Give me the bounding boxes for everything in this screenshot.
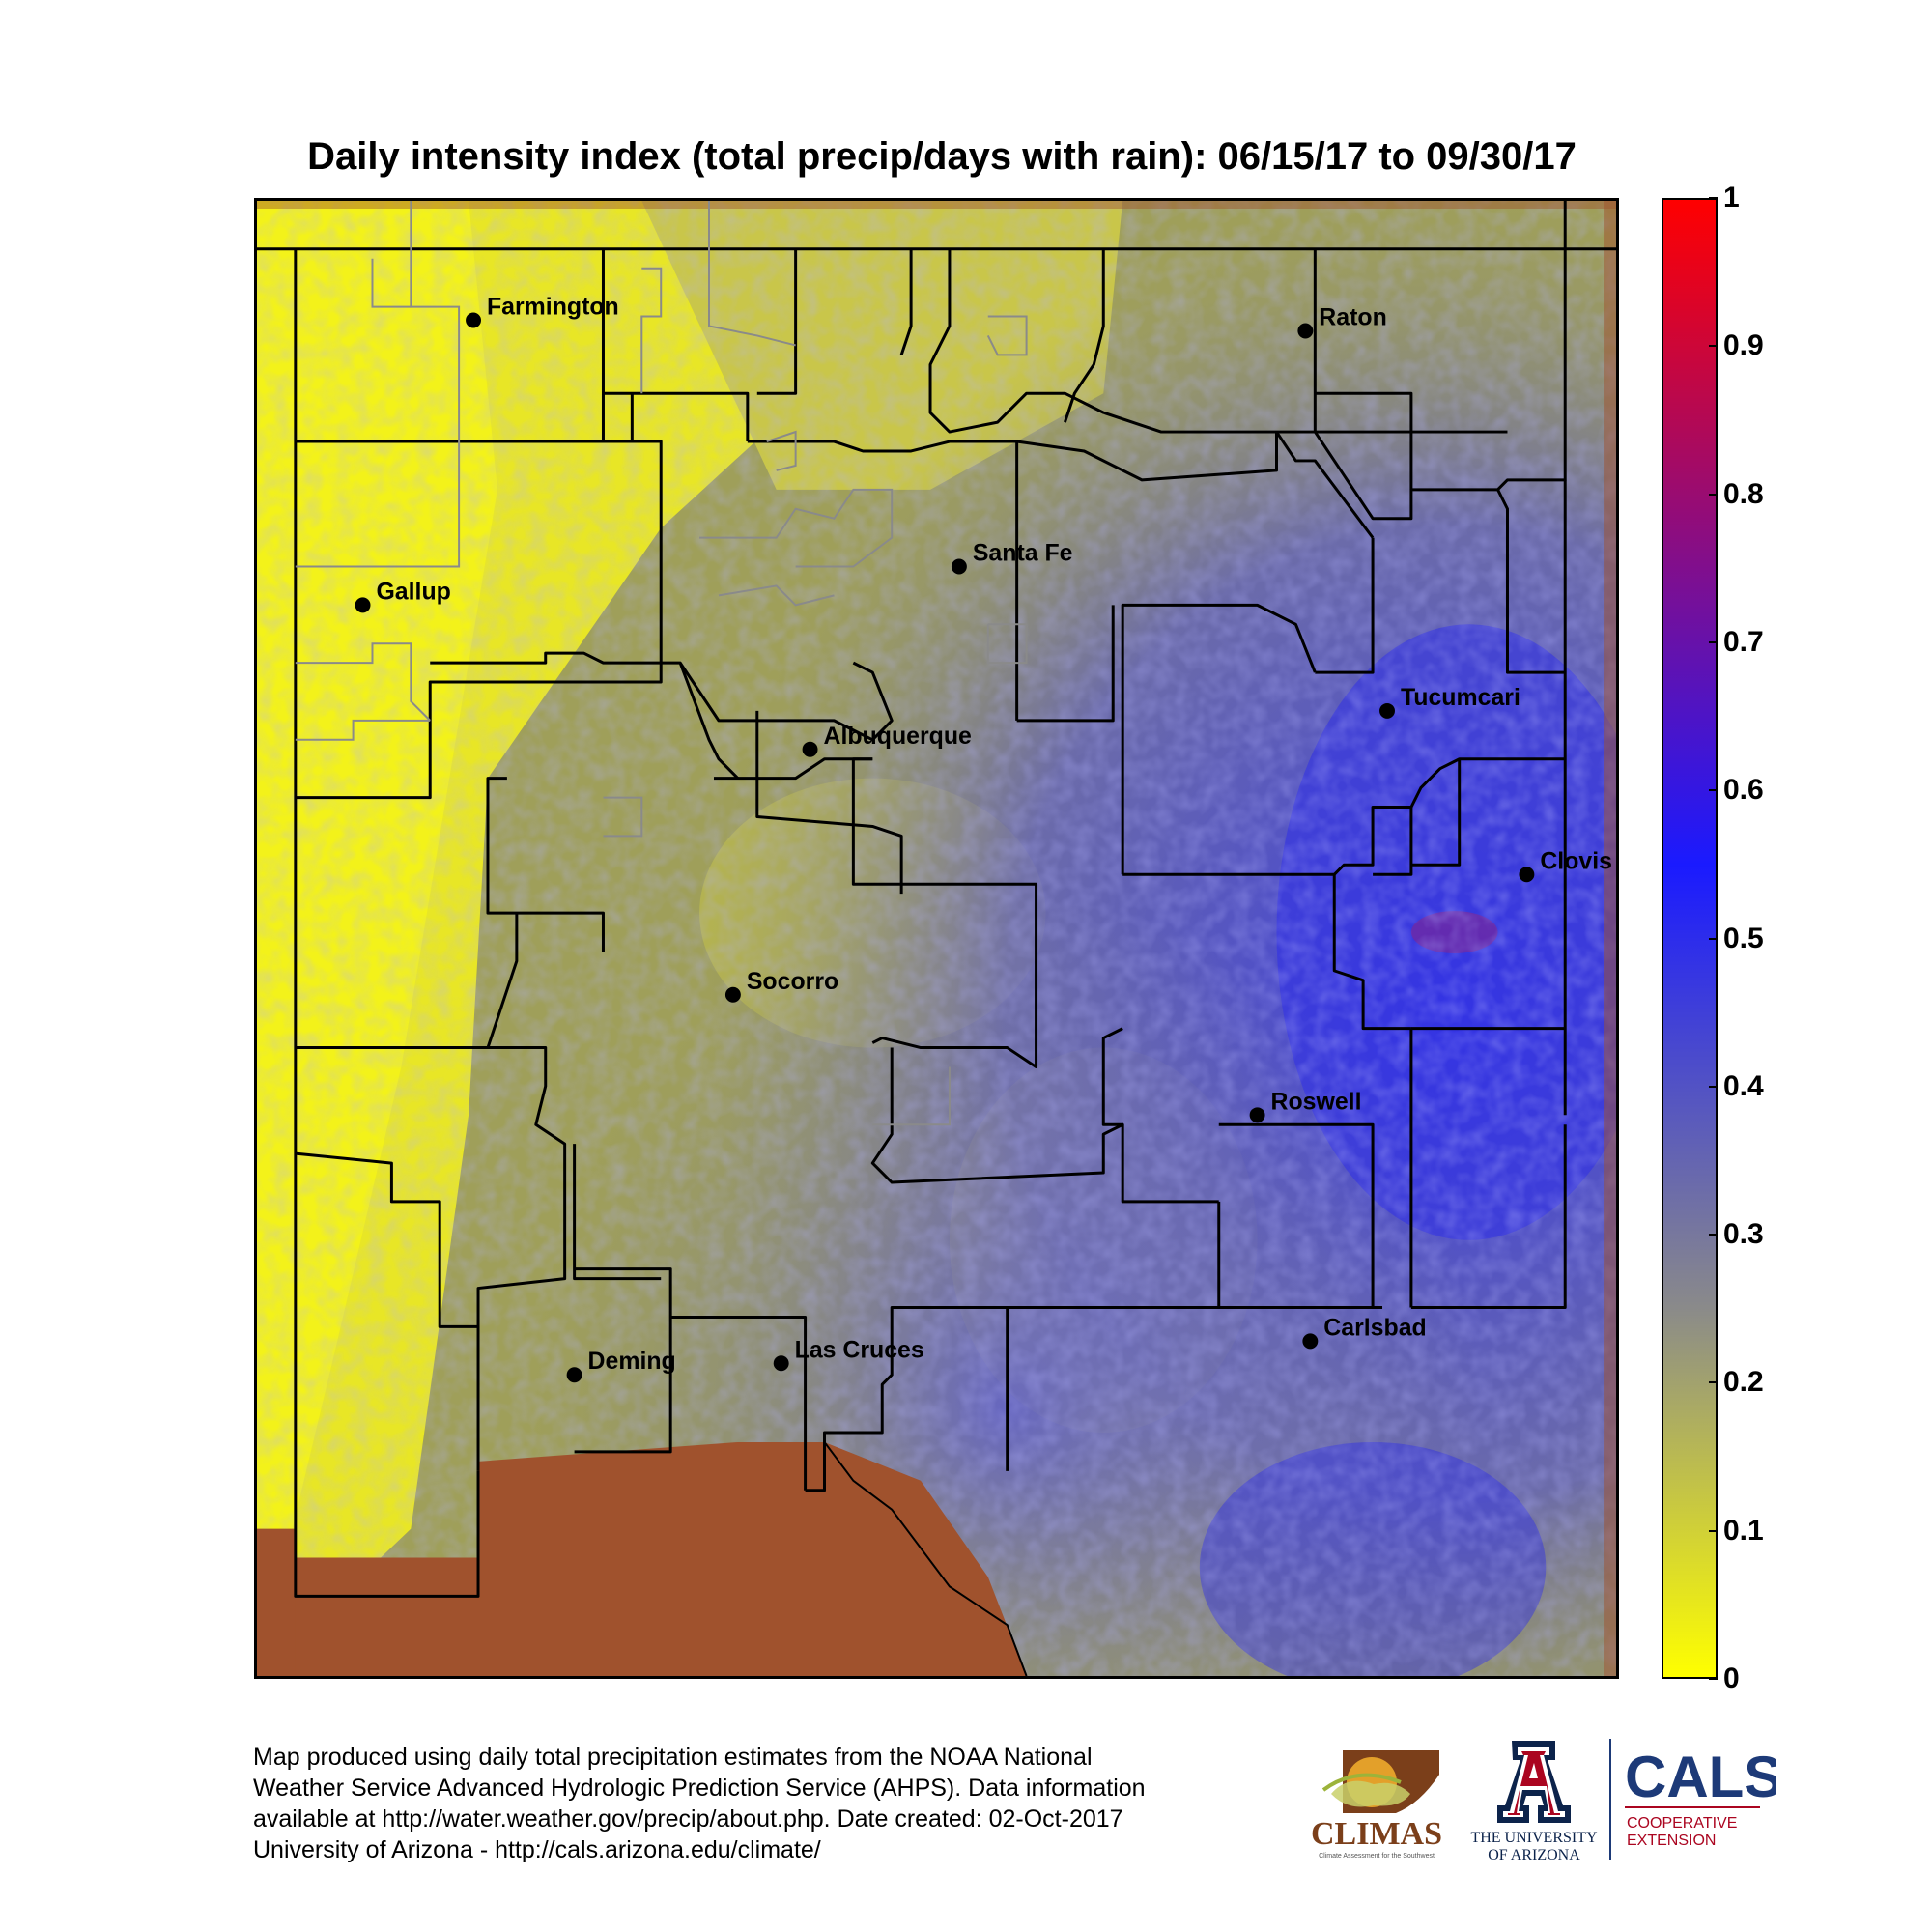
city-dot [724,986,741,1003]
colorbar-tick-label: 0.5 [1723,922,1764,954]
colorbar-tick [1709,345,1718,348]
colorbar-tick [1709,937,1718,940]
footer-line-4: University of Arizona - http://cals.ariz… [253,1836,821,1863]
colorbar-tick [1709,1085,1718,1088]
city-socorro[interactable]: Socorro [724,968,838,1003]
city-roswell[interactable]: Roswell [1249,1088,1362,1123]
state-boundary [823,1441,1028,1676]
map-frame[interactable]: Farmington Raton Santa Fe Gallup Albuquerque… [254,198,1619,1679]
county-boundaries [257,201,1616,1598]
city-label: Farmington [487,294,619,321]
city-label: Clovis [1540,847,1612,874]
city-label: Santa Fe [973,540,1073,567]
city-clovis[interactable]: Clovis [1519,847,1612,883]
city-label: Gallup [376,578,450,605]
city-dot [1302,1333,1319,1350]
city-label: Las Cruces [795,1336,924,1363]
city-dot [1249,1107,1265,1123]
colorbar-tick-label: 0 [1723,1662,1740,1694]
city-albuquerque[interactable]: Albuquerque [802,723,972,757]
city-markers: Farmington Raton Santa Fe Gallup Albuquerque… [355,294,1612,1383]
colorbar-tick [1709,197,1718,199]
cals-logo: CALS COOPERATIVE EXTENSION [1625,1745,1776,1849]
intensity-map[interactable]: Farmington Raton Santa Fe Gallup Albuquerque… [257,201,1616,1676]
city-dot [773,1355,789,1372]
city-las-cruces[interactable]: Las Cruces [773,1336,924,1372]
city-dot [802,741,818,757]
colorbar-tick-label: 1 [1723,182,1740,213]
cals-line-1: COOPERATIVE [1627,1815,1737,1832]
colorbar-tick-label: 0.2 [1723,1366,1764,1399]
colorbar-tick-label: 0.9 [1723,329,1764,362]
colorbar [1662,198,1718,1679]
footer-line-3: available at http://water.weather.gov/pr… [253,1805,1123,1833]
colorbar-tick [1709,789,1718,792]
city-dot [466,312,482,328]
footer-line-2: Weather Service Advanced Hydrologic Pred… [253,1775,1146,1802]
city-tucumcari[interactable]: Tucumcari [1379,684,1520,719]
city-dot [355,597,371,613]
colorbar-tick [1709,1381,1718,1384]
climas-logo: CLIMAS Climate Assessment for the Southw… [1311,1750,1442,1860]
cals-line-2: EXTENSION [1627,1833,1716,1849]
precip-raster [257,201,1616,1676]
city-dot [1379,702,1395,719]
city-dot [1519,867,1535,883]
colorbar-tick-label: 0.7 [1723,625,1764,658]
city-label: Roswell [1271,1088,1362,1115]
colorbar-tick [1709,493,1718,496]
city-label: Raton [1319,303,1386,330]
colorbar-tick-label: 0.8 [1723,477,1764,510]
colorbar-tick [1709,1529,1718,1532]
colorbar-tick [1709,640,1718,643]
city-farmington[interactable]: Farmington [466,294,619,328]
city-label: Deming [588,1348,676,1375]
city-carlsbad[interactable]: Carlsbad [1302,1314,1427,1350]
tribal-land-outlines [295,201,1028,1126]
colorbar-tick-label: 0.1 [1723,1514,1764,1547]
city-gallup[interactable]: Gallup [355,578,451,613]
colorbar-tick [1709,1678,1718,1680]
city-dot [951,558,967,575]
ua-line-2: OF ARIZONA [1488,1847,1580,1863]
city-dot [566,1367,582,1383]
city-label: Carlsbad [1323,1314,1426,1341]
colorbar-tick-label: 0.3 [1723,1218,1764,1251]
colorbar-tick [1709,1234,1718,1236]
no-data-mexico [257,1441,1027,1676]
city-dot [1297,323,1314,339]
city-label: Socorro [747,968,838,995]
ua-line-1: THE UNIVERSITY [1470,1830,1598,1846]
logo-divider [1609,1739,1611,1860]
colorbar-tick-label: 0.4 [1723,1069,1764,1102]
climas-tagline: Climate Assessment for the Southwest [1319,1853,1435,1860]
colorbar-tick-label: 0.6 [1723,774,1764,807]
university-of-arizona-logo: THE UNIVERSITY OF ARIZONA [1470,1741,1598,1863]
city-raton[interactable]: Raton [1297,303,1387,339]
city-deming[interactable]: Deming [566,1348,676,1383]
city-label: Albuquerque [823,723,971,750]
city-label: Tucumcari [1401,684,1520,711]
map-title: Daily intensity index (total precip/days… [307,135,1577,178]
footer-line-1: Map produced using daily total precipita… [253,1744,1093,1771]
climas-name: CLIMAS [1311,1816,1442,1852]
city-santa-fe[interactable]: Santa Fe [951,540,1073,575]
cals-name: CALS [1625,1745,1776,1809]
footer-text: Map produced using daily total precipita… [253,1742,1296,1865]
